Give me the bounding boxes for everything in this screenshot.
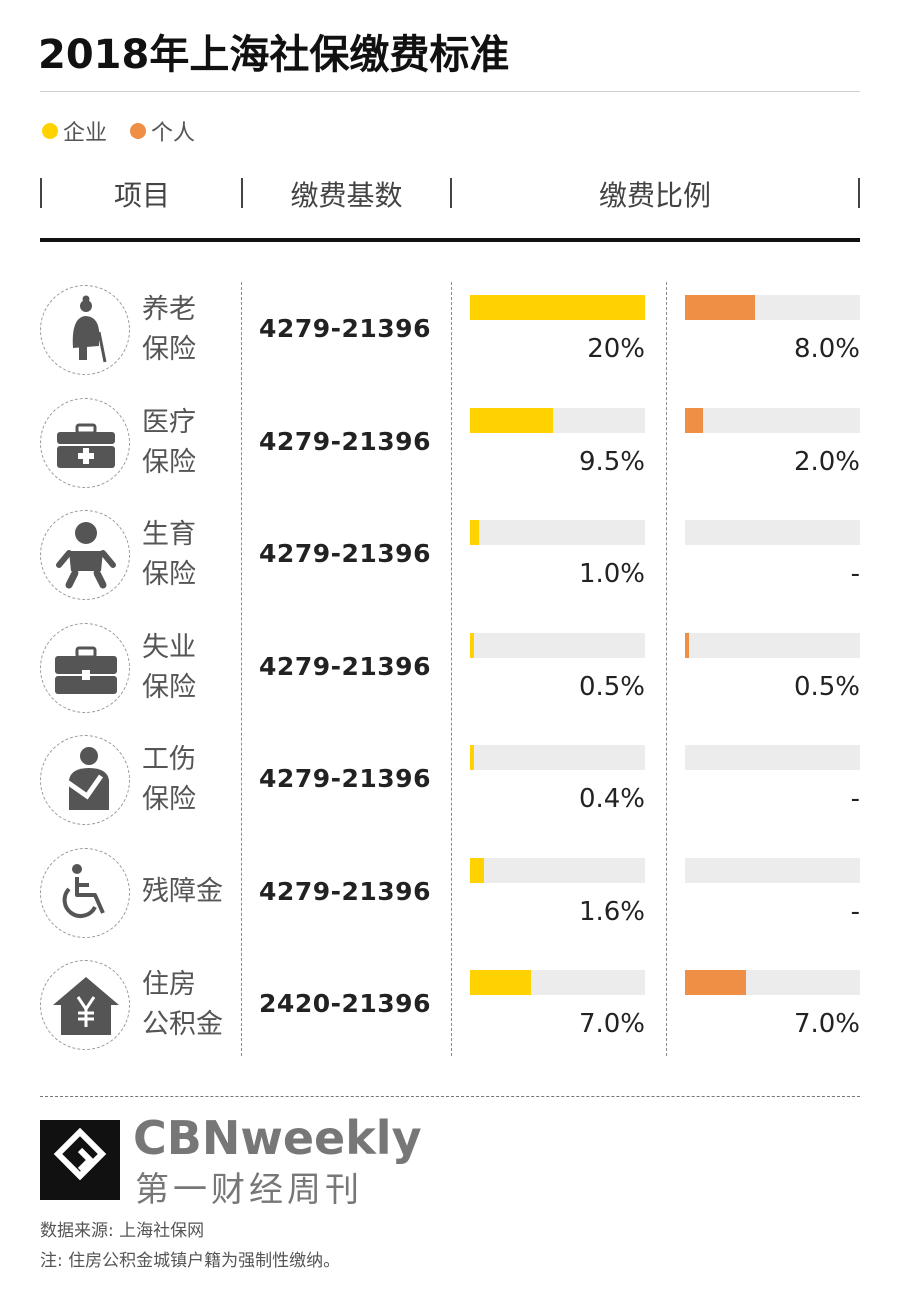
header-ratio: 缴费比例	[598, 179, 711, 212]
injured-person-icon-circle	[40, 735, 130, 825]
elderly-icon-circle	[40, 285, 130, 375]
bar-track-corp	[470, 745, 645, 770]
house-yuan-icon-circle	[40, 960, 130, 1050]
row-base: 4279-21396	[259, 877, 431, 906]
wheelchair-icon	[62, 864, 105, 918]
column-divider	[451, 282, 452, 1056]
value-label-corp: 7.0%	[578, 1009, 645, 1039]
row-name: 生育 保险	[142, 519, 196, 590]
row-base: 4279-21396	[259, 764, 431, 793]
header-separator	[40, 178, 42, 208]
bar-track-corp	[470, 295, 645, 320]
briefcase-icon-circle	[40, 623, 130, 713]
bar-pers	[685, 408, 703, 433]
medical-kit-icon	[57, 423, 115, 468]
row-name: 养老 保险	[142, 294, 196, 365]
legend-label-corp: 企业	[63, 121, 108, 146]
row-name: 失业 保险	[142, 632, 196, 703]
bar-track-pers	[685, 858, 860, 883]
row-base: 4279-21396	[259, 539, 431, 568]
table-row: 工伤 保险 4279-21396 0.4% -	[0, 732, 900, 844]
row-base: 4279-21396	[259, 652, 431, 681]
brand-name-cn: 第一财经周刊	[135, 1170, 363, 1210]
bar-corp	[470, 858, 484, 883]
value-label-corp: 1.0%	[578, 559, 645, 589]
bar-track-pers	[685, 745, 860, 770]
cbn-logo-mark	[40, 1120, 120, 1200]
value-label-pers: -	[850, 897, 860, 927]
value-label-corp: 9.5%	[578, 447, 645, 477]
table-row: 养老 保险 4279-21396 20% 8.0%	[0, 282, 900, 394]
bar-track-pers	[685, 633, 860, 658]
row-base: 4279-21396	[259, 314, 431, 343]
bar-track-pers	[685, 970, 860, 995]
bar-corp	[470, 970, 531, 995]
brand-name-en: CBNweekly	[133, 1111, 422, 1165]
legend-label-personal: 个人	[151, 121, 196, 146]
row-name: 医疗 保险	[142, 407, 196, 478]
row-base: 4279-21396	[259, 427, 431, 456]
bar-pers	[685, 633, 689, 658]
header-separator	[858, 178, 860, 208]
value-label-corp: 0.5%	[578, 672, 645, 702]
bar-track-corp	[470, 520, 645, 545]
baby-icon-circle	[40, 510, 130, 600]
bar-track-pers	[685, 408, 860, 433]
header-base: 缴费基数	[290, 179, 403, 212]
value-label-pers: 8.0%	[793, 334, 860, 364]
source-note: 数据来源: 上海社保网	[40, 1221, 205, 1241]
house-yuan-icon	[53, 977, 119, 1035]
bar-corp	[470, 520, 479, 545]
row-name: 住房 公积金	[142, 969, 223, 1040]
bar-pers	[685, 970, 746, 995]
row-name: 残障金	[142, 876, 223, 907]
footnote: 注: 住房公积金城镇户籍为强制性缴纳。	[40, 1251, 341, 1271]
title-divider	[40, 91, 860, 92]
legend-item-personal: 个人	[130, 115, 195, 147]
header-rule	[40, 238, 860, 242]
footer-divider	[40, 1096, 860, 1097]
header-separator	[450, 178, 452, 208]
bar-corp	[470, 745, 474, 770]
bar-track-corp	[470, 633, 645, 658]
value-label-corp: 20%	[587, 334, 645, 364]
bar-pers	[685, 295, 755, 320]
table-row: 失业 保险 4279-21396 0.5% 0.5%	[0, 620, 900, 732]
bar-corp	[470, 633, 474, 658]
table-row: 残障金 4279-21396 1.6% -	[0, 845, 900, 957]
briefcase-icon	[55, 646, 117, 694]
value-label-pers: -	[850, 559, 860, 589]
wheelchair-icon-circle	[40, 848, 130, 938]
value-label-pers: 0.5%	[793, 672, 860, 702]
bar-track-pers	[685, 295, 860, 320]
column-divider	[666, 282, 667, 1056]
table-row: 医疗 保险 4279-21396 9.5% 2.0%	[0, 395, 900, 507]
bar-track-corp	[470, 408, 645, 433]
bar-track-corp	[470, 970, 645, 995]
value-label-pers: 2.0%	[793, 447, 860, 477]
legend-swatch-corp	[42, 123, 58, 139]
header-separator	[241, 178, 243, 208]
value-label-pers: -	[850, 784, 860, 814]
table-row: 生育 保险 4279-21396 1.0% -	[0, 507, 900, 619]
table-row: 住房 公积金 2420-21396 7.0% 7.0%	[0, 957, 900, 1069]
legend-swatch-personal	[130, 123, 146, 139]
value-label-corp: 1.6%	[578, 897, 645, 927]
value-label-corp: 0.4%	[578, 784, 645, 814]
header-item: 项目	[113, 179, 170, 212]
bar-track-pers	[685, 520, 860, 545]
bar-corp	[470, 408, 553, 433]
injured-person-icon	[65, 747, 109, 810]
baby-icon	[56, 522, 116, 589]
column-divider	[241, 282, 242, 1056]
row-base: 2420-21396	[259, 989, 431, 1018]
page-title: 2018年上海社保缴费标准	[38, 32, 510, 78]
legend-item-corp: 企业	[42, 115, 107, 147]
bar-corp	[470, 295, 645, 320]
row-name: 工伤 保险	[142, 744, 196, 815]
value-label-pers: 7.0%	[793, 1009, 860, 1039]
bar-track-corp	[470, 858, 645, 883]
elderly-icon	[72, 295, 107, 363]
medical-kit-icon-circle	[40, 398, 130, 488]
